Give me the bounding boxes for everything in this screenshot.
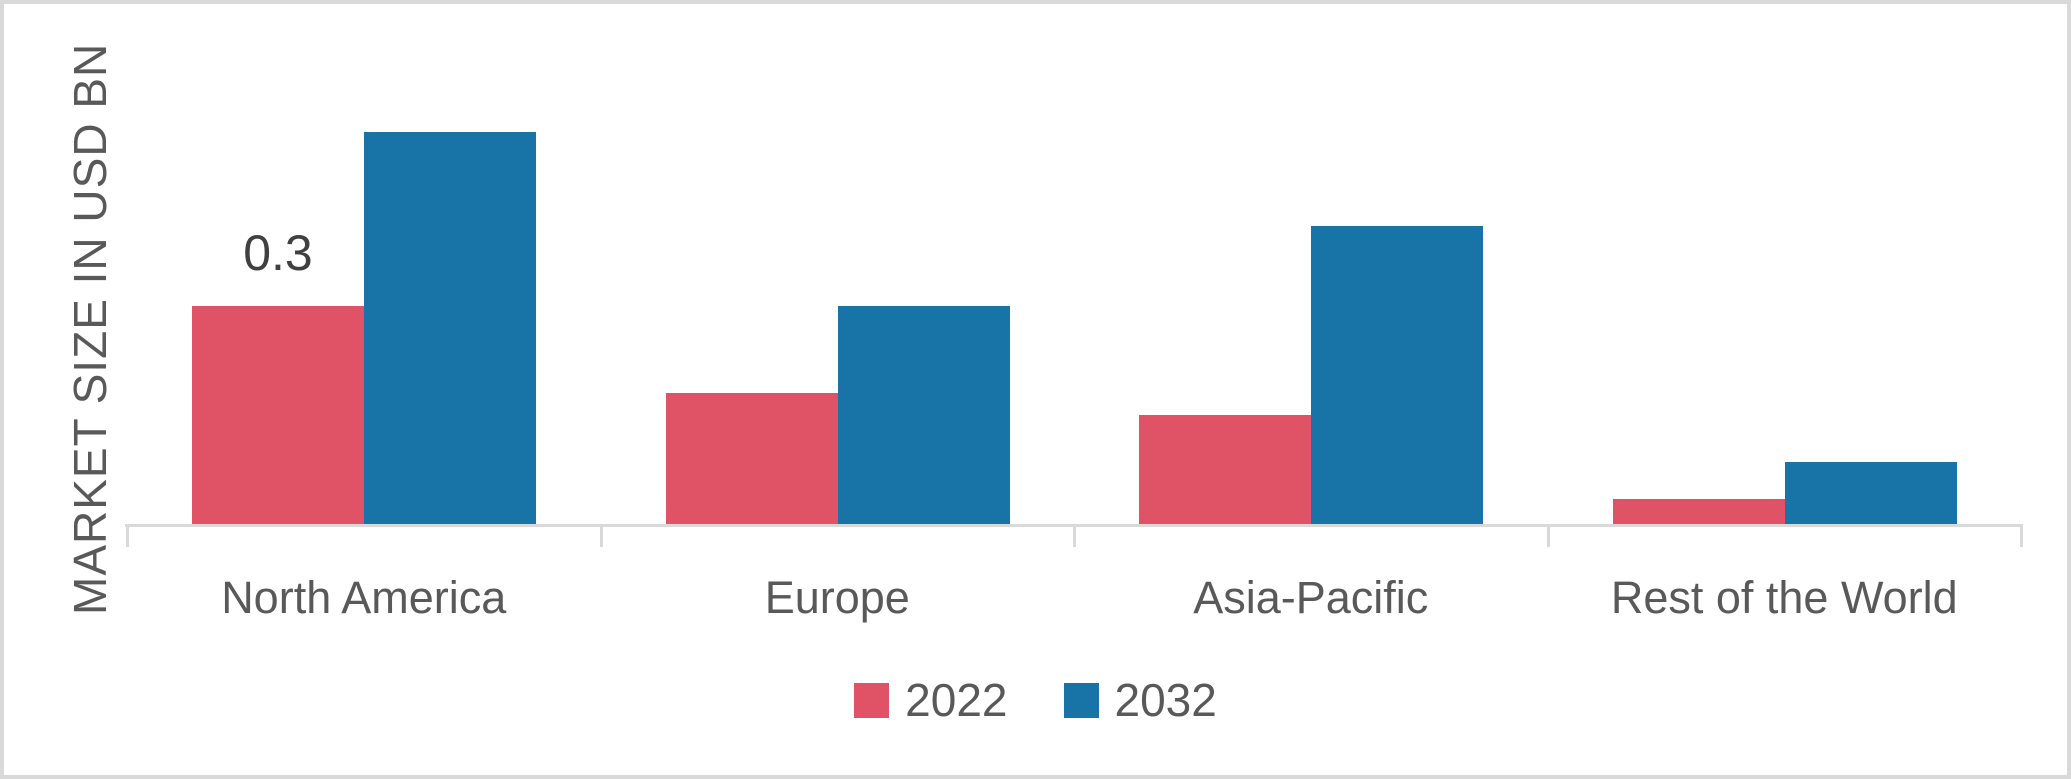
bar-2022-north-america (192, 306, 364, 524)
category-label-asia-pacific: Asia-Pacific (1193, 572, 1429, 623)
x-axis-tick (1073, 524, 1076, 547)
y-axis-title: MARKET SIZE IN USD BN (64, 42, 116, 615)
category-label-europe: Europe (764, 572, 910, 623)
x-axis-tick (1547, 524, 1550, 547)
legend-label-2032: 2032 (1114, 674, 1217, 726)
x-axis-tick (126, 524, 129, 547)
legend-item-2032: 2032 (1063, 674, 1217, 726)
legend-label-2022: 2022 (905, 674, 1008, 726)
legend-item-2022: 2022 (854, 674, 1008, 726)
legend-swatch-2032 (1063, 683, 1099, 718)
bar-value-label-2022-north-america: 0.3 (243, 225, 313, 281)
bar-2022-rest-of-the-world (1613, 499, 1785, 524)
legend: 2022 2032 (0, 674, 2071, 726)
x-axis-tick (2020, 524, 2023, 547)
x-axis-category-labels: North America Europe Asia-Pacific Rest of t… (127, 570, 2021, 626)
bar-2022-asia-pacific (1139, 415, 1311, 524)
plot-area: 0.3 (127, 0, 2021, 524)
bar-2032-north-america (364, 132, 536, 524)
legend-swatch-2022 (854, 683, 890, 718)
category-label-north-america: North America (221, 572, 507, 623)
x-axis-tick (600, 524, 603, 547)
category-label-rest-of-the-world: Rest of the World (1610, 572, 1958, 623)
bar-2022-europe (666, 393, 838, 524)
bar-2032-europe (838, 306, 1010, 524)
bar-2032-rest-of-the-world (1785, 462, 1957, 524)
bar-2032-asia-pacific (1311, 226, 1483, 524)
